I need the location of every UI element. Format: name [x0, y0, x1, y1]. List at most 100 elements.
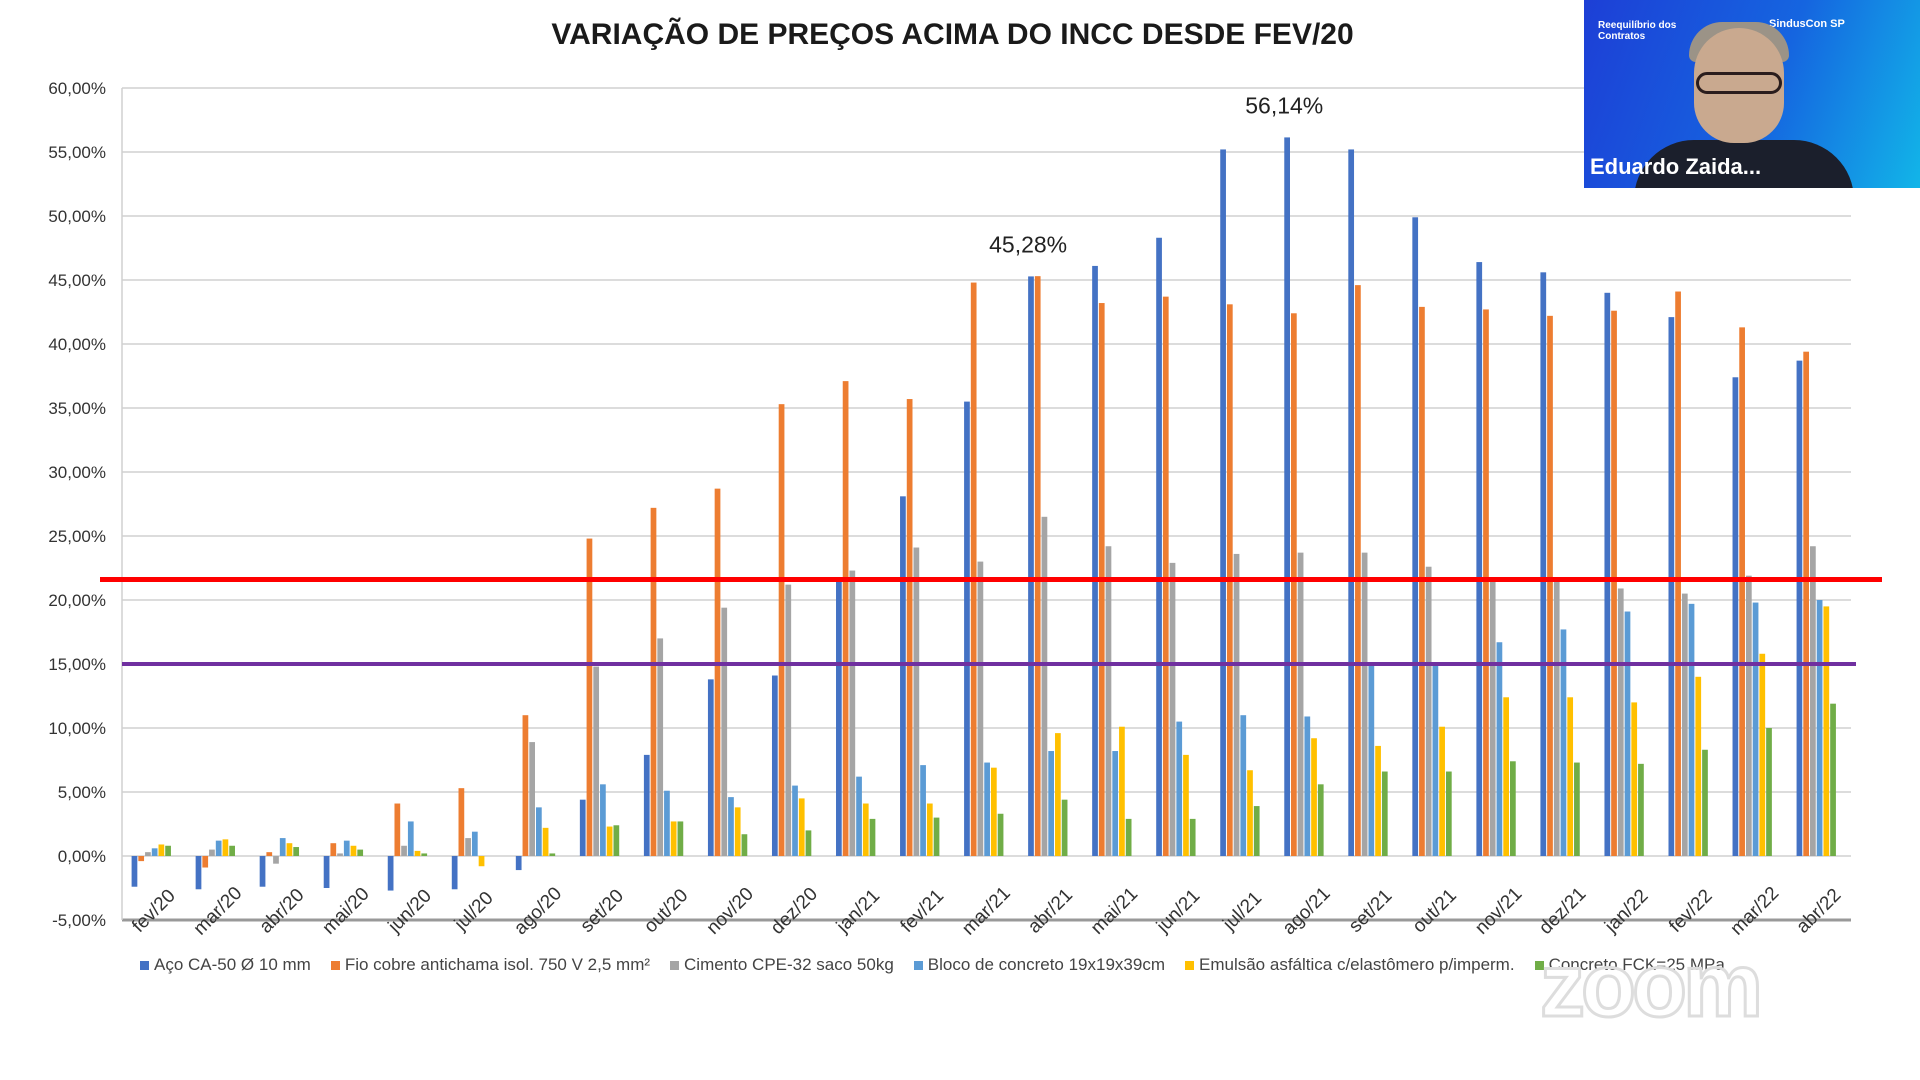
bar	[606, 826, 613, 856]
legend-swatch	[1534, 960, 1544, 970]
legend-label: Aço CA-50 Ø 10 mm	[154, 955, 311, 974]
legend-item: Cimento CPE-32 saco 50kg	[670, 955, 894, 975]
bar	[785, 584, 792, 856]
bar	[151, 848, 158, 856]
bar	[471, 831, 478, 856]
bar	[131, 856, 138, 887]
legend-item: Aço CA-50 Ø 10 mm	[140, 955, 311, 975]
x-tick-label: fev/21	[897, 885, 948, 936]
video-tile[interactable]: Reequilíbrio dos Contratos SindusCon SP …	[1584, 0, 1920, 188]
participant-name: Eduardo Zaida...	[1590, 154, 1762, 179]
bar	[1483, 309, 1489, 856]
bar	[421, 853, 428, 856]
bar	[741, 834, 748, 856]
bar	[707, 679, 714, 856]
x-tick-label: nov/21	[1471, 884, 1526, 939]
bar	[1183, 754, 1189, 856]
participant-glasses	[1696, 72, 1782, 94]
bar	[1125, 818, 1132, 856]
legend-item: Emulsão asfáltica c/elastômero p/imperm.	[1185, 955, 1515, 975]
x-tick-label: mar/20	[190, 883, 247, 940]
bar	[836, 580, 842, 856]
y-tick-label: 30,00%	[48, 463, 106, 482]
legend-label: Fio cobre antichama isol. 750 V 2,5 mm²	[344, 955, 651, 974]
bar	[1028, 276, 1034, 856]
bar	[1732, 377, 1739, 856]
legend: Aço CA-50 Ø 10 mm Fio cobre antichama iso…	[140, 955, 1725, 975]
legend-label: Emulsão asfáltica c/elastômero p/imperm.	[1199, 955, 1515, 974]
bar	[977, 561, 984, 856]
bar	[1675, 291, 1681, 856]
event-logo: Reequilíbrio dos Contratos	[1598, 20, 1677, 42]
bar	[1105, 546, 1112, 856]
bar	[451, 856, 458, 890]
bar	[350, 845, 357, 856]
bar	[805, 830, 812, 856]
bar	[1547, 315, 1553, 857]
bar	[407, 821, 414, 856]
bar	[387, 856, 394, 891]
bar	[458, 788, 465, 856]
bar	[414, 850, 421, 856]
bar	[1355, 285, 1361, 856]
bar	[1112, 751, 1119, 856]
x-tick-label: jul/21	[1218, 888, 1266, 936]
bar	[849, 570, 856, 856]
bar	[869, 818, 876, 856]
x-tick-label: mar/22	[1727, 883, 1784, 940]
sinduscon-logo: SindusCon SP	[1769, 18, 1845, 30]
bar	[728, 797, 734, 856]
bar	[1681, 593, 1688, 856]
x-tick-label: set/21	[1345, 885, 1396, 936]
bar	[600, 784, 606, 856]
x-tick-label: abr/21	[1024, 885, 1077, 938]
bar	[1766, 728, 1772, 856]
x-tick-label: abr/20	[256, 885, 309, 938]
bar	[1041, 516, 1048, 856]
bar	[330, 843, 337, 856]
bar	[1476, 262, 1483, 857]
legend-swatch	[913, 960, 923, 970]
bar	[1048, 751, 1055, 856]
bar	[273, 856, 279, 864]
bar	[286, 843, 293, 856]
bar	[926, 803, 933, 856]
bar	[1432, 664, 1439, 856]
x-tick-label: fev/22	[1665, 885, 1716, 936]
bar	[209, 849, 215, 856]
x-tick-label: nov/20	[703, 884, 758, 939]
bar	[1553, 580, 1560, 856]
y-tick-label: 55,00%	[48, 143, 106, 162]
bar	[229, 845, 235, 856]
bar	[1745, 575, 1752, 856]
bar	[1631, 702, 1638, 856]
bar	[613, 825, 620, 856]
bar	[259, 856, 266, 887]
bar	[1489, 580, 1496, 856]
bar	[856, 776, 862, 856]
bar	[734, 807, 741, 856]
bar	[906, 399, 913, 856]
bar	[138, 856, 145, 862]
bar	[542, 827, 549, 856]
bar	[1425, 566, 1432, 856]
bar	[1611, 310, 1617, 857]
bar	[1119, 726, 1125, 856]
x-tick-label: mai/21	[1087, 884, 1142, 939]
bar	[279, 838, 286, 856]
bar	[1739, 327, 1745, 856]
bar	[1311, 738, 1317, 856]
bar	[1055, 733, 1061, 856]
bar	[657, 638, 664, 856]
bar	[465, 838, 471, 856]
legend-swatch	[140, 960, 149, 970]
bar	[1668, 317, 1675, 856]
bar	[1290, 313, 1297, 856]
bar	[1412, 217, 1419, 856]
bar	[549, 853, 556, 856]
x-tick-label: fev/20	[128, 885, 179, 936]
legend-item: Fio cobre antichama isol. 750 V 2,5 mm²	[330, 955, 651, 975]
x-tick-label: jun/21	[1152, 885, 1204, 937]
bar	[1375, 745, 1381, 856]
